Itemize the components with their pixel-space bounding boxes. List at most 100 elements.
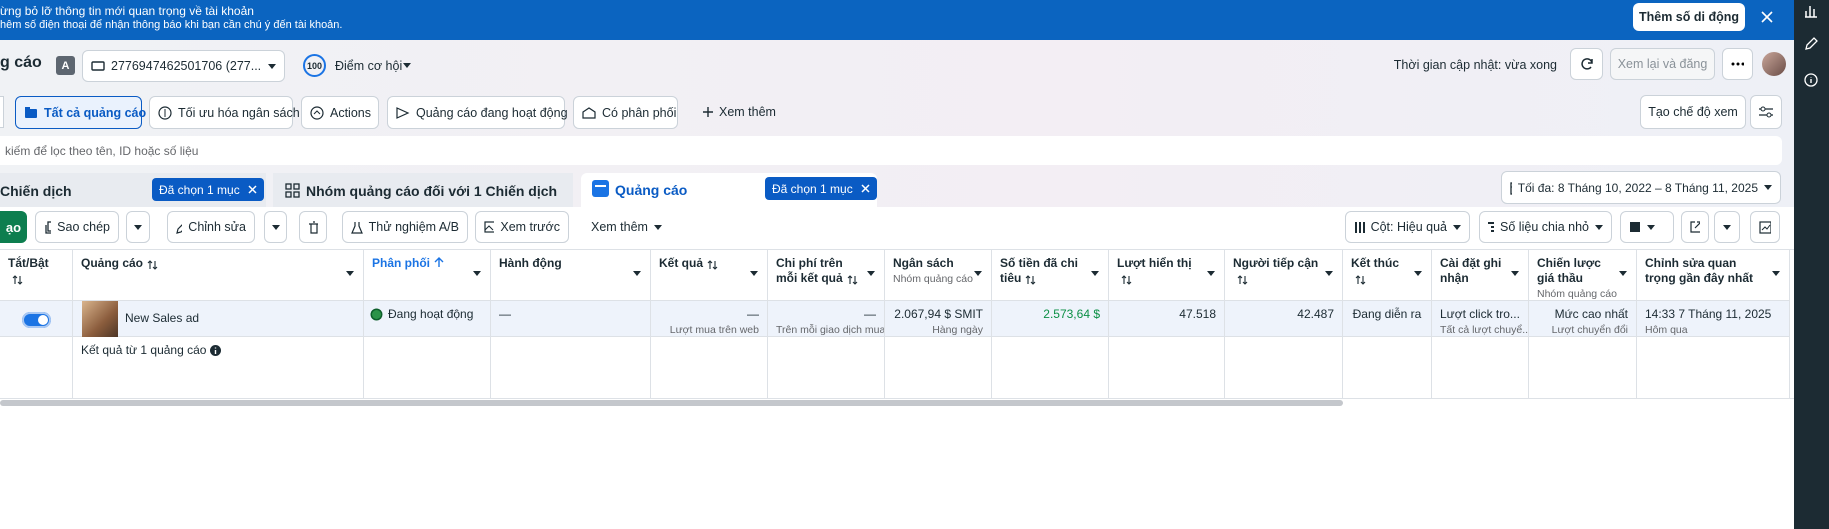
chart-icon[interactable] — [1804, 4, 1818, 18]
column-header[interactable]: Kết thúc — [1343, 250, 1432, 300]
flask-icon — [351, 221, 363, 234]
more-button[interactable] — [1722, 48, 1753, 80]
update-time: Thời gian cập nhật: vừa xong — [1393, 58, 1557, 72]
reports-button[interactable] — [1620, 211, 1674, 243]
header-menu[interactable] — [867, 271, 875, 276]
view-tab[interactable]: Tối ưu hóa ngân sách — [149, 96, 300, 129]
column-header[interactable]: Phân phối — [364, 250, 491, 300]
column-header[interactable]: Chi phí trên mỗi kết quả — [768, 250, 885, 300]
preview-button[interactable]: Xem trước — [475, 211, 569, 243]
toolbar-more[interactable]: Xem thêm — [583, 211, 665, 243]
header-menu[interactable] — [1772, 271, 1780, 276]
breakdown-button[interactable]: Số liệu chia nhỏ — [1479, 211, 1612, 243]
summary-cell — [1637, 337, 1790, 398]
search-bar[interactable]: kiếm để lọc theo tên, ID hoặc số liệu — [0, 136, 1782, 165]
header-menu[interactable] — [1091, 271, 1099, 276]
clear-icon[interactable] — [248, 185, 257, 194]
view-tab[interactable]: Actions — [301, 96, 379, 129]
caret — [268, 63, 276, 69]
columns-button[interactable]: Cột: Hiệu quả — [1345, 211, 1470, 243]
columns-icon — [1355, 221, 1365, 233]
caret — [1453, 224, 1461, 230]
column-header[interactable]: Hành động — [491, 250, 651, 300]
scrollbar[interactable] — [0, 400, 1343, 406]
export-menu[interactable] — [1714, 211, 1740, 243]
refresh-button[interactable] — [1570, 48, 1603, 80]
bottom-border — [0, 398, 1794, 399]
header-menu[interactable] — [473, 271, 481, 276]
view-tab[interactable]: Quảng cáo đang hoạt động — [387, 96, 568, 129]
duplicate-label: Sao chép — [57, 220, 110, 234]
create-button[interactable]: ạo — [0, 211, 27, 243]
image-icon — [484, 221, 495, 233]
duplicate-menu[interactable] — [126, 211, 150, 243]
header-menu[interactable] — [1207, 271, 1215, 276]
close-icon[interactable] — [1760, 10, 1774, 24]
view-tab[interactable]: Tất cả quảng cáo — [15, 96, 146, 129]
column-header[interactable]: Chỉnh sửa quan trọng gần đây nhất — [1637, 250, 1790, 300]
summary-cell — [0, 337, 73, 398]
edit-button[interactable]: Chỉnh sửa — [167, 211, 255, 243]
cell-text: — — [747, 307, 759, 321]
clear-icon[interactable] — [861, 184, 870, 193]
more-views[interactable]: Xem thêm — [695, 96, 784, 128]
ads-table: Tắt/Bật Quảng cáo New Sales ad Kết quả từ 1… — [0, 249, 1794, 399]
edit-icon[interactable] — [1804, 37, 1818, 51]
sort-icon — [147, 259, 158, 270]
summary: Kết quả từ 1 quảng cáo — [81, 343, 355, 357]
column-header[interactable]: Cài đặt ghi nhận — [1432, 250, 1529, 300]
column-header[interactable]: Lượt hiển thị — [1109, 250, 1225, 300]
column-header[interactable]: Số tiền đã chi tiêu — [992, 250, 1109, 300]
toggle[interactable] — [22, 312, 51, 328]
cell-value: 47.518 — [1117, 307, 1216, 321]
edit-label: Chỉnh sửa — [188, 220, 246, 234]
header-menu[interactable] — [633, 271, 641, 276]
summary-cell — [491, 337, 651, 398]
column-header[interactable]: Người tiếp cận — [1225, 250, 1343, 300]
column-header[interactable]: Ngân sách Nhóm quảng cáo — [885, 250, 992, 300]
create-view-button[interactable]: Tạo chế độ xem — [1640, 95, 1746, 129]
view-tab[interactable]: Có phân phối — [573, 96, 678, 129]
tab-icon — [582, 106, 596, 120]
cell-value: 42.487 — [1233, 307, 1334, 321]
column-header[interactable]: Tắt/Bật — [0, 250, 73, 300]
filter-button[interactable] — [1750, 95, 1782, 129]
adsets-tab[interactable]: Nhóm quảng cáo đối với 1 Chiến dịch — [273, 173, 573, 207]
header-menu[interactable] — [1619, 271, 1627, 276]
header-menu[interactable] — [1414, 271, 1422, 276]
account-selector[interactable]: 2776947462501706 (277... — [82, 50, 285, 82]
header-menu[interactable] — [1325, 271, 1333, 276]
column-header[interactable]: Kết quả — [651, 250, 768, 300]
campaigns-selected[interactable]: Đã chọn 1 mục — [152, 178, 264, 201]
chart-button[interactable] — [1750, 211, 1780, 243]
delete-button[interactable] — [299, 211, 327, 243]
date-range[interactable]: Tối đa: 8 Tháng 10, 2022 – 8 Tháng 11, 2… — [1501, 171, 1781, 204]
header-menu[interactable] — [750, 271, 758, 276]
ab-test-button[interactable]: Thử nghiệm A/B — [342, 211, 468, 243]
review-button[interactable]: Xem lại và đăng — [1610, 48, 1715, 80]
caret — [1595, 224, 1603, 230]
avatar[interactable] — [1762, 52, 1786, 76]
column-header[interactable]: Chiến lược giá thầu Nhóm quảng cáo — [1529, 250, 1637, 300]
adsets-label: Nhóm quảng cáo đối với 1 Chiến dịch — [306, 183, 558, 199]
ads-selected[interactable]: Đã chọn 1 mục — [765, 177, 877, 200]
sort-icon-svg — [12, 275, 23, 285]
sort-icon-svg — [847, 275, 858, 285]
add-phone-button[interactable]: Thêm số di động — [1633, 3, 1745, 31]
cell-sub: Hôm qua — [1645, 324, 1688, 336]
trend-icon — [1759, 220, 1771, 234]
header-menu[interactable] — [1511, 271, 1519, 276]
info-icon[interactable] — [1804, 73, 1818, 87]
edit-menu[interactable] — [264, 211, 287, 243]
header-menu[interactable] — [346, 271, 354, 276]
view-tab-label: Tối ưu hóa ngân sách — [178, 105, 300, 120]
preview-label: Xem trước — [500, 220, 560, 234]
header-menu[interactable] — [974, 271, 982, 276]
pencil-icon — [176, 223, 183, 234]
cell-text: — — [864, 307, 876, 321]
score-label[interactable]: Điểm cơ hội — [335, 59, 403, 73]
export-button[interactable] — [1681, 211, 1709, 243]
ads-label: Quảng cáo — [615, 182, 688, 198]
column-header[interactable]: Quảng cáo — [73, 250, 364, 300]
duplicate-button[interactable]: Sao chép — [35, 211, 119, 243]
